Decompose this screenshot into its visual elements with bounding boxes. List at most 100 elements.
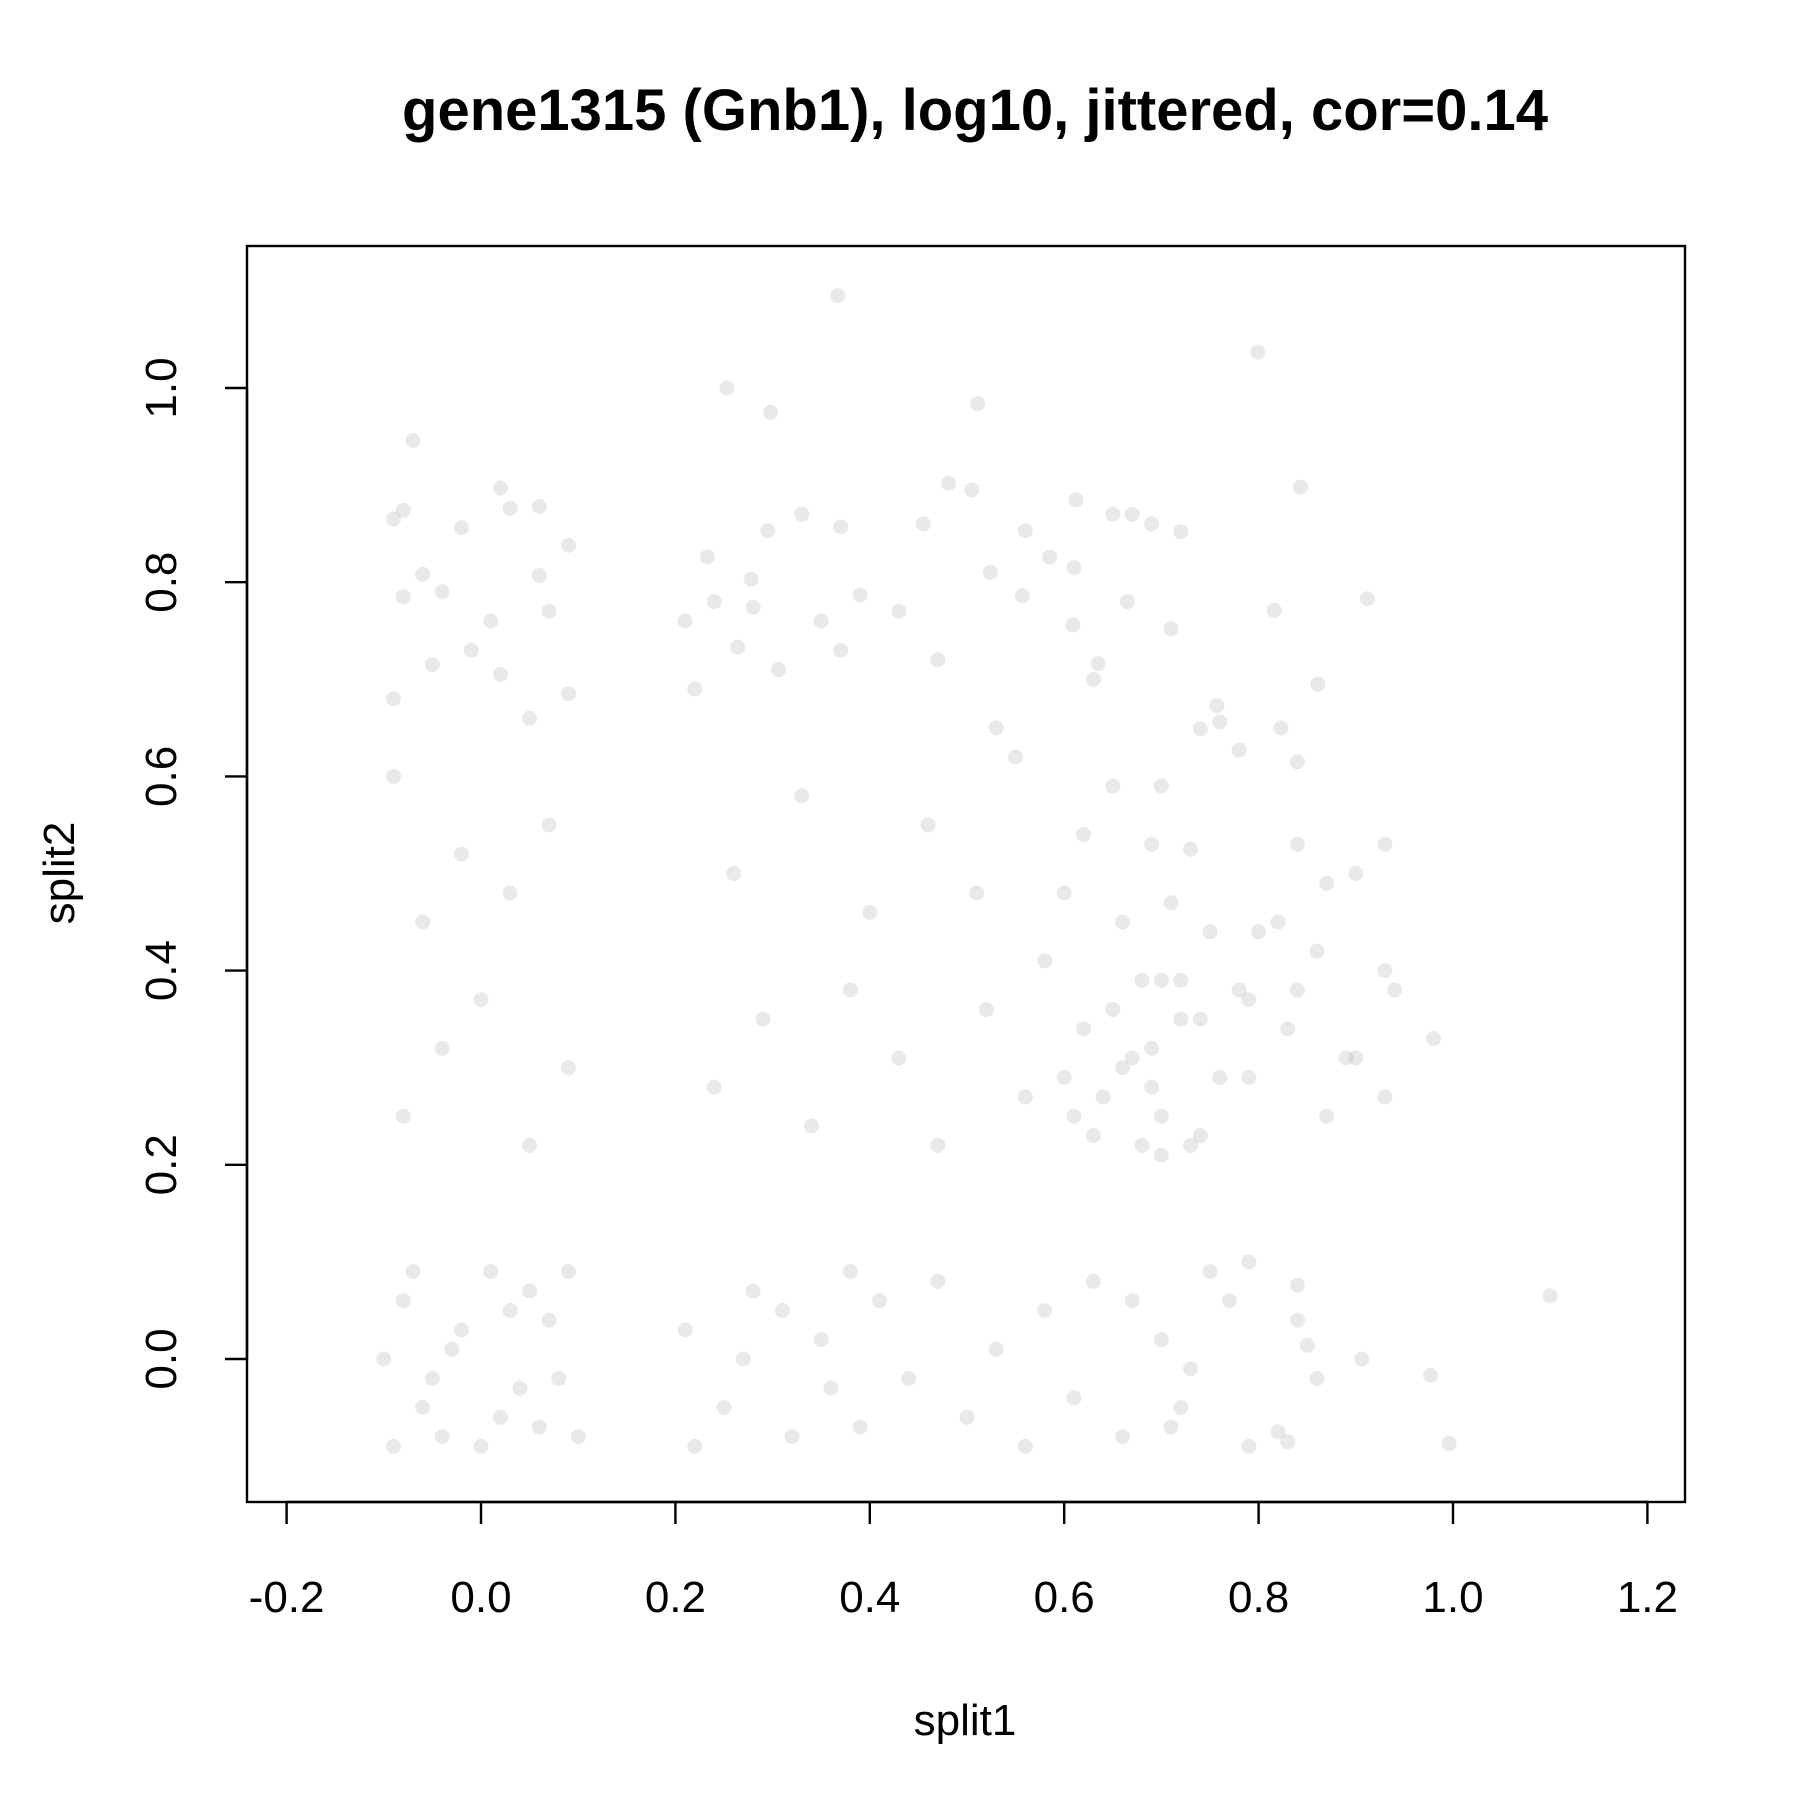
data-point [1280,1021,1296,1037]
data-point [1134,972,1150,988]
data-point [915,516,931,532]
data-point [1153,778,1169,794]
y-tick-label: 0.8 [137,552,186,613]
data-point [1066,1108,1082,1124]
data-point [1066,560,1082,576]
data-point [531,567,547,583]
x-axis-ticks: -0.2 0.0 0.2 0.4 0.6 0.8 1.0 1.2 [249,1502,1678,1622]
data-point [473,992,489,1008]
data-point [1212,1069,1228,1085]
data-point [415,566,431,582]
data-point [1119,594,1135,610]
data-point [1065,617,1081,633]
data-point [1183,841,1199,857]
data-point [541,1312,557,1328]
data-point [1085,1128,1101,1144]
data-point [1068,492,1084,508]
data-point [1289,1312,1305,1328]
data-point [512,1380,528,1396]
data-point [978,1001,994,1017]
data-point [1270,1424,1286,1440]
data-point [492,480,508,496]
data-point [1202,924,1218,940]
data-point [1076,1021,1092,1037]
data-point [386,511,402,527]
data-point [454,1322,470,1338]
data-point [1153,1147,1169,1163]
x-tick-label: 0.2 [645,1573,706,1622]
data-point [415,914,431,930]
plot-frame [245,244,1687,1504]
data-point [1280,1434,1296,1450]
y-axis-ticks: 0.0 0.2 0.4 0.6 0.8 1.0 [137,357,249,1390]
data-point [1085,671,1101,687]
y-tick-label: 0.0 [137,1328,186,1389]
data-point [415,1400,431,1416]
data-point [1173,1011,1189,1027]
data-point [1289,1277,1305,1293]
data-point [560,1264,576,1280]
data-point [852,587,868,603]
data-point [784,1429,800,1445]
data-point [891,1050,907,1066]
data-point [405,432,421,448]
data-point [1153,1108,1169,1124]
data-point [763,404,779,420]
data-point [743,571,759,587]
data-point [755,1011,771,1027]
data-point [395,502,411,518]
data-point [395,589,411,605]
y-axis-label: split2 [35,822,84,925]
y-tick-label: 0.2 [137,1134,186,1195]
data-point [1241,1254,1257,1270]
data-point [730,639,746,655]
x-tick-label: 0.6 [1034,1573,1095,1622]
data-point [930,652,946,668]
data-point [1134,1137,1150,1153]
data-point [1231,742,1247,758]
data-point [852,1419,868,1435]
data-point [1251,924,1267,940]
data-point [1241,992,1257,1008]
data-point [1270,914,1286,930]
data-point [570,1429,586,1445]
x-tick-label: 1.2 [1617,1573,1678,1622]
x-tick-label: 1.0 [1422,1573,1483,1622]
data-point [1377,963,1393,979]
data-point [1192,1011,1208,1027]
data-point [930,1137,946,1153]
data-point [1183,1137,1199,1153]
data-point [1273,720,1289,736]
data-point [1144,1079,1160,1095]
data-point [1153,1332,1169,1348]
data-point [502,500,518,516]
data-point [1542,1288,1558,1304]
data-point [1426,1031,1442,1047]
data-point [551,1370,567,1386]
data-point [434,1040,450,1056]
data-point [1173,1400,1189,1416]
data-point [492,666,508,682]
data-point [1056,885,1072,901]
data-point [444,1341,460,1357]
data-point [1250,344,1266,360]
data-point [1348,866,1364,881]
data-point [1377,1089,1393,1105]
data-point [1212,714,1228,730]
data-point [823,1380,839,1396]
data-point [706,1079,722,1095]
data-point [687,681,703,697]
data-point [502,885,518,901]
points-layer [376,288,1558,1454]
data-point [454,846,470,862]
data-point [726,866,742,881]
data-point [522,1283,538,1299]
data-point [463,642,479,658]
data-point [1209,698,1225,714]
data-point [1173,524,1189,540]
data-point [502,1302,518,1318]
data-point [1076,827,1092,843]
data-point [833,642,849,658]
data-point [1090,656,1106,672]
